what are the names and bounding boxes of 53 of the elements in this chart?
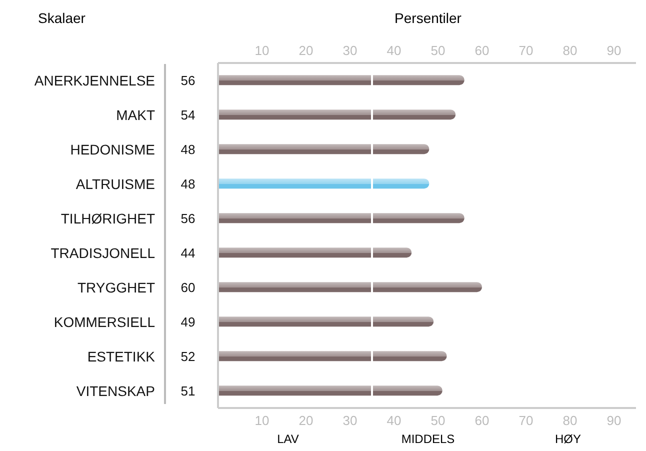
y-tick-label: MAKT: [116, 106, 156, 123]
bar: [218, 213, 464, 224]
data-label: 48: [180, 176, 196, 192]
x2-tick-label: 30: [342, 413, 358, 428]
bar: [218, 178, 430, 189]
x2-tick-label: 70: [518, 413, 534, 428]
x-axis-title: Persentiler: [394, 10, 462, 26]
x-tick-label: 90: [606, 43, 622, 58]
y-axis-title: Skalaer: [38, 10, 86, 26]
y-tick-label: ALTRUISME: [76, 176, 155, 192]
x2-tick-label: 80: [562, 413, 578, 428]
text: LAV: [276, 432, 300, 446]
data-label: 49: [180, 314, 196, 330]
data-label: 44: [180, 246, 196, 261]
text: MIDDELS: [400, 432, 456, 446]
x2-tick-label: 90: [606, 413, 622, 428]
data-label: 56: [180, 211, 196, 226]
y-tick-label: TRYGGHET: [77, 279, 156, 296]
data-label: 51: [180, 384, 196, 399]
y-tick-label: ANERKJENNELSE: [34, 72, 155, 88]
bar: [218, 386, 442, 396]
bar: [218, 144, 430, 154]
x-tick-label: 60: [474, 43, 490, 58]
bar: [218, 248, 412, 258]
data-label: 56: [180, 73, 196, 88]
bar: [218, 75, 464, 86]
text: HØY: [554, 432, 582, 446]
x2-tick-label: 10: [254, 413, 270, 428]
x-tick-label: 80: [562, 43, 578, 58]
x-tick-label: 30: [342, 43, 358, 58]
data-label: 48: [180, 142, 196, 158]
data-label: 54: [180, 108, 196, 123]
x-tick-label: 40: [386, 43, 402, 58]
y-tick-label: ESTETIKK: [87, 348, 156, 364]
x-tick-label: 50: [430, 43, 446, 58]
bar: [218, 351, 447, 362]
x2-tick-label: 20: [298, 413, 314, 428]
x-tick-label: 10: [254, 43, 270, 58]
bar: [218, 316, 434, 327]
x2-tick-label: 50: [430, 413, 446, 428]
y-tick-label: TRADISJONELL: [50, 244, 156, 261]
y-tick-label: KOMMERSIELL: [54, 314, 156, 330]
data-label: 60: [180, 280, 196, 296]
data-label: 52: [180, 349, 196, 364]
bar: [218, 110, 456, 120]
x2-tick-label: 60: [474, 413, 490, 428]
bar: [218, 282, 482, 292]
y-tick-label: VITENSKAP: [76, 382, 155, 399]
y-tick-label: TILHØRIGHET: [60, 210, 156, 226]
x-tick-label: 70: [518, 43, 534, 58]
x-tick-label: 20: [298, 43, 314, 58]
x2-tick-label: 40: [386, 413, 402, 428]
y-tick-label: HEDONISME: [70, 141, 155, 158]
